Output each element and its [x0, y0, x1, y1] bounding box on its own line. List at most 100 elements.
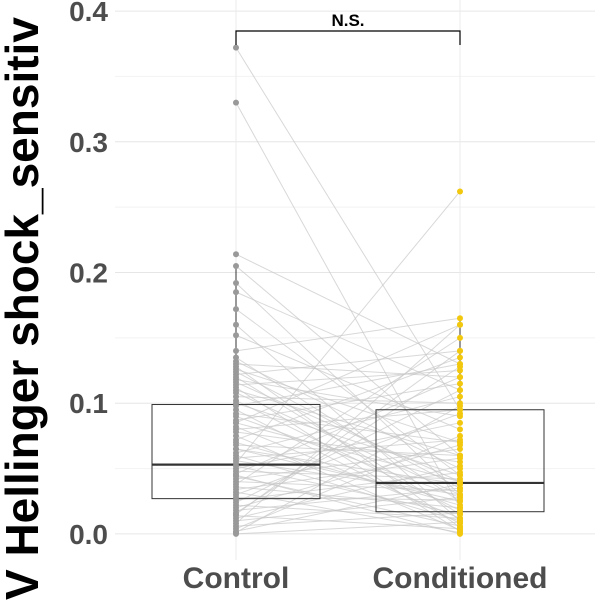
- pair-line: [235, 265, 461, 456]
- data-point: [457, 462, 463, 469]
- data-point: [457, 393, 463, 400]
- pair-line: [235, 405, 461, 534]
- x-tick-label: Conditioned: [373, 562, 548, 595]
- pair-line: [235, 444, 461, 509]
- pair-line: [235, 308, 461, 476]
- pair-line: [235, 396, 461, 404]
- data-point: [233, 332, 239, 339]
- pair-line: [235, 371, 461, 489]
- data-point: [233, 321, 239, 328]
- pair-line: [235, 383, 461, 421]
- pair-line: [235, 448, 461, 502]
- y-axis-label: V Hellinger shock_sensitiv: [0, 17, 48, 600]
- data-point: [233, 306, 239, 313]
- data-point: [233, 419, 239, 426]
- pair-line: [235, 317, 461, 352]
- y-tick-label: 0.3: [69, 127, 108, 158]
- pair-line: [235, 504, 461, 519]
- pair-line: [235, 448, 461, 480]
- data-point: [457, 498, 463, 505]
- data-point: [457, 380, 463, 387]
- data-point: [457, 525, 463, 532]
- data-point: [457, 469, 463, 476]
- pair-line: [235, 282, 461, 496]
- data-point: [233, 530, 239, 537]
- pair-line: [235, 515, 461, 530]
- data-point: [457, 321, 463, 328]
- data-point: [233, 251, 239, 258]
- pair-line: [235, 422, 461, 483]
- data-point: [457, 387, 463, 394]
- pair-line: [235, 350, 461, 515]
- significance-label: N.S.: [331, 11, 364, 30]
- data-point: [457, 419, 463, 426]
- data-point: [233, 279, 239, 286]
- data-point: [457, 374, 463, 381]
- pair-line: [235, 435, 461, 531]
- data-point: [457, 410, 463, 417]
- pair-line: [235, 324, 461, 524]
- data-point: [233, 472, 239, 479]
- pair-line: [235, 426, 461, 519]
- data-point: [233, 289, 239, 296]
- pair-line: [235, 474, 461, 535]
- data-point: [457, 504, 463, 511]
- data-points: [233, 44, 463, 537]
- y-tick-label: 0.4: [69, 0, 108, 27]
- data-point: [233, 511, 239, 518]
- data-point: [457, 476, 463, 483]
- x-tick-label: Control: [183, 562, 290, 595]
- data-point: [457, 402, 463, 409]
- data-point: [457, 510, 463, 517]
- data-point: [457, 354, 463, 361]
- data-point: [457, 315, 463, 322]
- pair-line: [235, 471, 461, 501]
- data-point: [457, 188, 463, 195]
- data-point: [457, 519, 463, 526]
- pair-line: [235, 422, 461, 470]
- data-point: [233, 99, 239, 106]
- data-point: [457, 530, 463, 537]
- pair-line: [235, 337, 461, 485]
- pair-lines: [235, 47, 461, 535]
- y-tick-label: 0.1: [69, 388, 108, 419]
- pair-line: [235, 389, 461, 456]
- pair-line: [235, 253, 461, 365]
- data-point: [457, 347, 463, 354]
- axes: 0.0 0.1 0.2 0.3 0.4 Control Conditioned V Helli…: [0, 0, 547, 600]
- data-point: [457, 363, 463, 370]
- pair-line: [235, 431, 461, 463]
- pair-line: [235, 356, 461, 441]
- pair-line: [235, 366, 461, 514]
- pair-line: [235, 439, 461, 459]
- pair-line: [235, 389, 461, 504]
- significance-bracket: N.S.: [235, 11, 461, 45]
- pair-line: [235, 496, 461, 522]
- data-point: [233, 262, 239, 269]
- significance-line: [235, 30, 461, 45]
- pair-line: [235, 360, 461, 470]
- pair-line: [235, 102, 461, 509]
- pair-line: [235, 370, 461, 386]
- pair-line: [235, 435, 461, 530]
- y-tick-label: 0.0: [69, 519, 108, 550]
- pair-line: [235, 363, 461, 378]
- data-point: [457, 455, 463, 462]
- data-point: [457, 426, 463, 433]
- data-point: [233, 347, 239, 354]
- pair-line: [235, 334, 461, 430]
- pair-line: [235, 47, 461, 411]
- data-point: [233, 445, 239, 452]
- data-point: [457, 334, 463, 341]
- data-point: [457, 432, 463, 439]
- pair-line: [235, 350, 461, 375]
- data-point: [457, 442, 463, 449]
- data-point: [457, 481, 463, 488]
- pair-line: [235, 387, 461, 532]
- pair-line: [235, 465, 461, 519]
- y-tick-label: 0.2: [69, 258, 108, 289]
- pair-line: [235, 291, 461, 391]
- data-point: [233, 44, 239, 51]
- pair-line: [235, 324, 461, 424]
